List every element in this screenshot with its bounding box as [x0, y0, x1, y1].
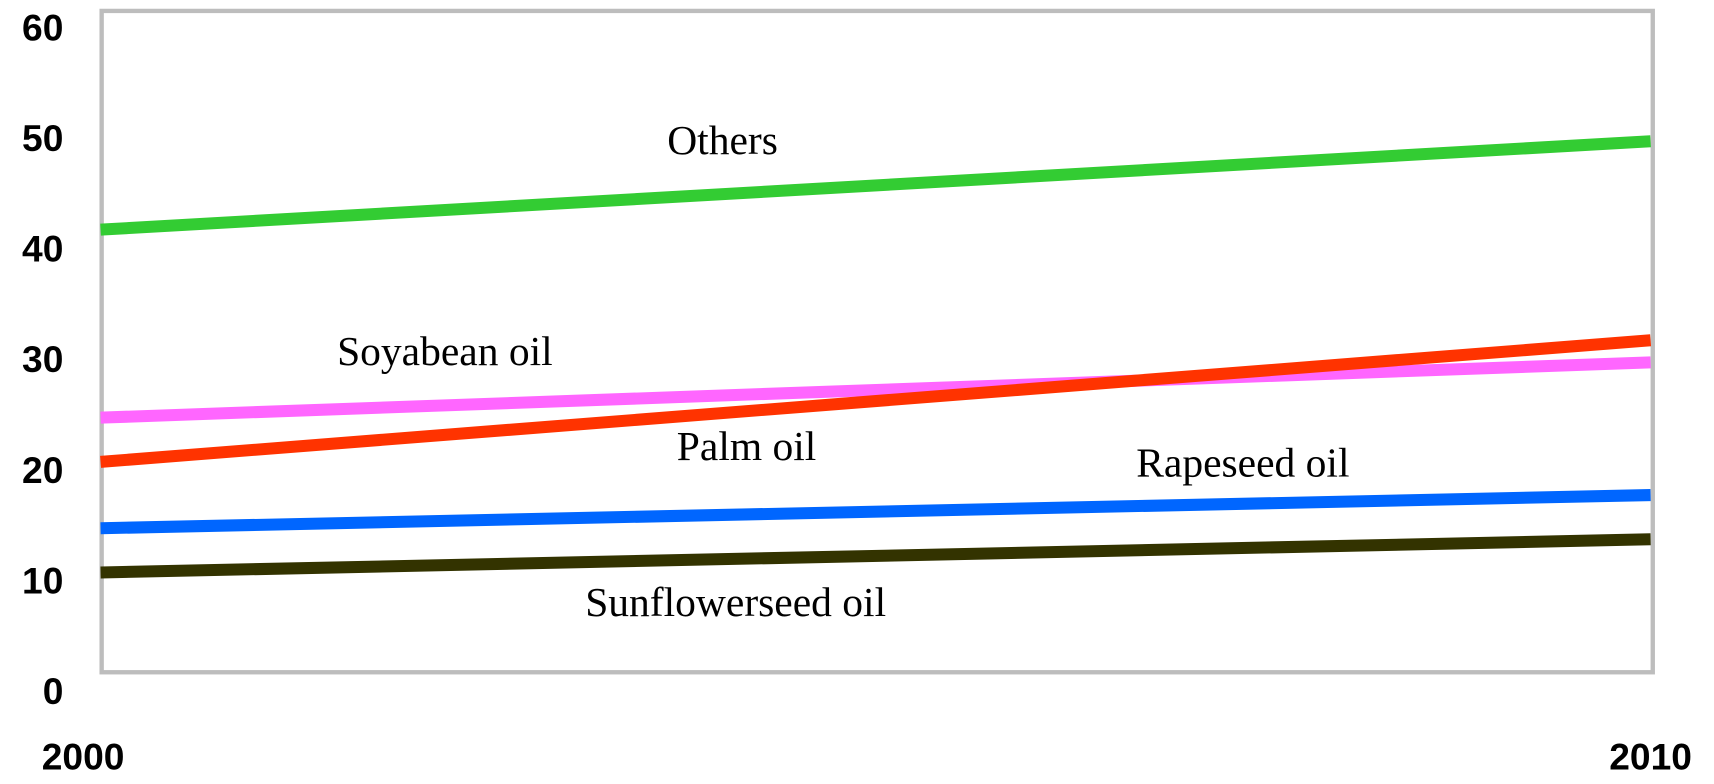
series-label: Others	[667, 117, 778, 163]
series-label: Rapeseed oil	[1136, 439, 1349, 485]
y-tick-label: 60	[22, 6, 63, 48]
series-line	[100, 489, 1651, 535]
plot-frame	[99, 8, 1655, 675]
y-tick-label: 30	[22, 338, 63, 380]
series-line	[100, 356, 1651, 424]
y-tick-label: 50	[22, 117, 63, 159]
series-line	[100, 533, 1651, 579]
series-label: Sunflowerseed oil	[585, 579, 886, 625]
y-tick-label: 20	[22, 449, 63, 491]
series-label: Soyabean oil	[337, 328, 553, 374]
plot-group: 0 10 20 30 40 50 60 2000 2010 Others Soyabean oil P…	[22, 6, 1692, 777]
y-tick-label: 40	[22, 228, 63, 270]
y-tick-label: 10	[22, 559, 63, 601]
y-tick-label: 0	[43, 670, 64, 712]
series-line	[100, 135, 1651, 236]
series-label: Palm oil	[677, 423, 817, 469]
x-tick-label: 2000	[42, 736, 125, 778]
x-tick-label: 2010	[1609, 736, 1692, 778]
series-line	[100, 334, 1652, 468]
